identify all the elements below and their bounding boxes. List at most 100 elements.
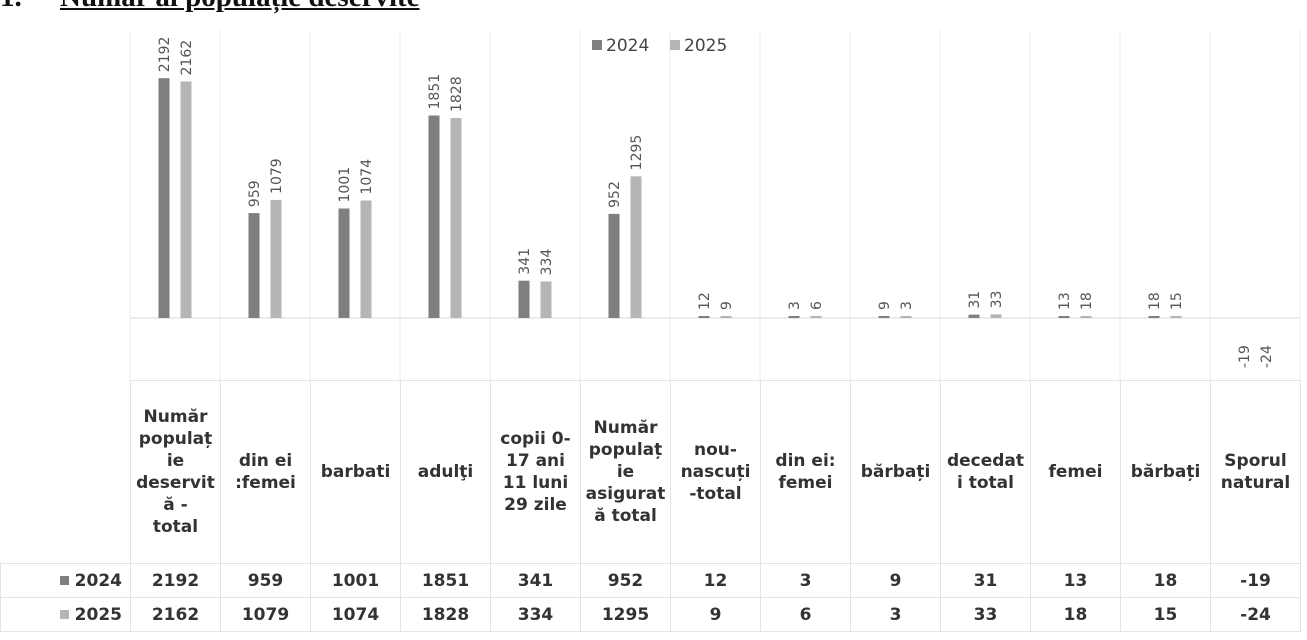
bar-2025 — [450, 118, 462, 318]
table-cell: 15 — [1120, 597, 1211, 632]
bar-2025 — [810, 316, 822, 318]
table-cell: 1001 — [310, 563, 401, 598]
table-cell: 334 — [490, 597, 581, 632]
category-header: din ei:femei — [760, 380, 851, 564]
category-header: bărbați — [850, 380, 941, 564]
data-label-2025: 18 — [1079, 292, 1095, 310]
table-cell: 3 — [850, 597, 941, 632]
bar-2024 — [338, 208, 350, 318]
category-header: barbati — [310, 380, 401, 564]
data-label-2025: 2162 — [179, 40, 195, 76]
category-header: adulţi — [400, 380, 491, 564]
data-label-2024: 31 — [967, 291, 983, 309]
data-label-2024: -19 — [1237, 345, 1253, 368]
bar-2025 — [1080, 316, 1092, 318]
table-cell: 18 — [1120, 563, 1211, 598]
bar-2024 — [518, 280, 530, 318]
bar-2024 — [788, 316, 800, 318]
table-cell: 31 — [940, 563, 1031, 598]
table-cell: 1828 — [400, 597, 491, 632]
table-cell: 1851 — [400, 563, 491, 598]
data-label-2025: 1828 — [449, 76, 465, 112]
bar-2025 — [630, 176, 642, 318]
bar-2025 — [990, 314, 1002, 318]
category-header: Sporul natural — [1210, 380, 1301, 564]
data-label-2024: 18 — [1147, 292, 1163, 310]
bar-2024 — [428, 115, 440, 318]
category-header: bărbați — [1120, 380, 1211, 564]
bar-2024 — [608, 213, 620, 318]
table-cell: 952 — [580, 563, 671, 598]
bar-2024 — [1148, 316, 1160, 318]
category-header: femei — [1030, 380, 1121, 564]
table-cell: 341 — [490, 563, 581, 598]
data-label-2024: 1851 — [427, 74, 443, 110]
bar-2025 — [540, 281, 552, 318]
category-header: Număr populaț ie deservit ă - total — [130, 380, 221, 564]
table-cell: -19 — [1210, 563, 1301, 598]
category-header: decedat i total — [940, 380, 1031, 564]
row-swatch — [59, 576, 69, 585]
bar-2025 — [270, 199, 282, 318]
bar-2025 — [1170, 316, 1182, 318]
data-label-2024: 2192 — [157, 37, 173, 73]
table-cell: 18 — [1030, 597, 1121, 632]
data-label-2024: 1001 — [337, 167, 353, 203]
table-cell: 33 — [940, 597, 1031, 632]
data-label-2024: 13 — [1057, 292, 1073, 310]
data-label-2025: 15 — [1169, 292, 1185, 310]
bar-2025 — [900, 316, 912, 318]
heading-number: 1. — [0, 0, 60, 14]
legend-swatch-2024 — [592, 40, 602, 50]
table-cell: 1295 — [580, 597, 671, 632]
bar-2025 — [720, 316, 732, 318]
table-cell: 2162 — [130, 597, 221, 632]
table-corner — [0, 380, 131, 564]
category-header: din ei:femei — [220, 380, 311, 564]
data-label-2024: 341 — [517, 248, 533, 275]
bar-2025 — [180, 81, 192, 318]
table-cell: 959 — [220, 563, 311, 598]
data-table: Număr populaț ie deservit ă - total din ei:fem… — [0, 380, 1301, 632]
legend-swatch-2025 — [670, 40, 680, 50]
data-label-2025: 9 — [719, 301, 735, 310]
table-cell: 13 — [1030, 563, 1121, 598]
table-cell: 9 — [850, 563, 941, 598]
data-label-2024: 9 — [877, 301, 893, 310]
data-label-2024: 959 — [247, 180, 263, 207]
table-cell: 1074 — [310, 597, 401, 632]
data-label-2024: 12 — [697, 292, 713, 310]
table-cell: 6 — [760, 597, 851, 632]
table-cell: -24 — [1210, 597, 1301, 632]
category-header: nou-nascuți -total — [670, 380, 761, 564]
table-cell: 1079 — [220, 597, 311, 632]
table-row: 2025 2162 1079 1074 1828 334 1295 9 6 3 33 18 15 -24 — [0, 597, 1301, 632]
data-label-2025: 33 — [989, 291, 1005, 309]
bar-2024 — [1058, 316, 1070, 318]
table-cell: 12 — [670, 563, 761, 598]
data-label-2025: 6 — [809, 301, 825, 310]
bar-2025 — [360, 200, 372, 318]
row-label-2024: 2024 — [0, 563, 131, 598]
table-cell: 3 — [760, 563, 851, 598]
data-label-2025: -24 — [1259, 345, 1275, 368]
data-label-2025: 1295 — [629, 135, 645, 171]
data-label-2025: 1074 — [359, 159, 375, 195]
bar-2024 — [968, 314, 980, 318]
bar-2024 — [158, 78, 170, 319]
table-cell: 9 — [670, 597, 761, 632]
category-header: copii 0- 17 ani 11 luni 29 zile — [490, 380, 581, 564]
category-header: Număr populaț ie asigurat ă total — [580, 380, 671, 564]
bar-2024 — [248, 213, 260, 318]
bar-2024 — [878, 316, 890, 318]
row-swatch — [59, 610, 69, 619]
data-label-2025: 334 — [539, 249, 555, 276]
table-cell: 2192 — [130, 563, 221, 598]
bar-2024 — [698, 316, 710, 318]
legend-label-2025: 2025 — [684, 36, 727, 56]
legend-label-2024: 2024 — [606, 36, 649, 56]
data-label-2025: 3 — [899, 301, 915, 310]
